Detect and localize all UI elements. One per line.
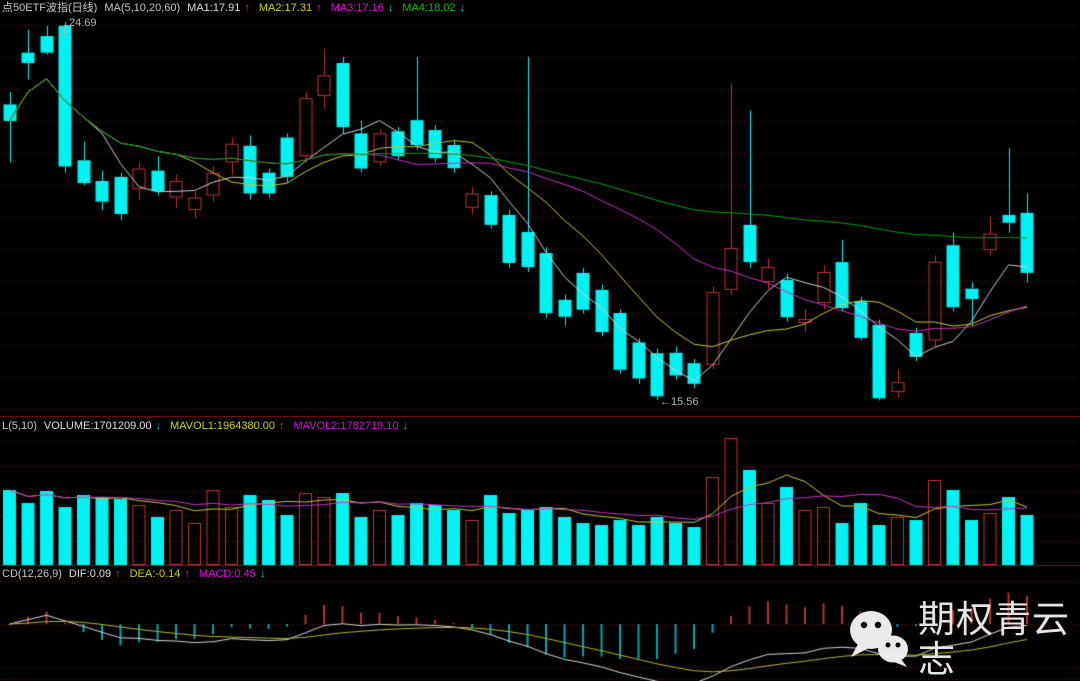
up-arrow-icon: ↑ <box>184 568 190 580</box>
macd-values: DIF:0.09 ↑ DEA:-0.14 ↑ MACD:0.45 ↓ <box>69 568 270 581</box>
ma4-value: MA4:18.02 <box>402 2 456 14</box>
mavol2-value: MAVOL2:1782719.10 <box>293 420 399 432</box>
ma2-value: MA2:17.31 <box>258 2 313 14</box>
low-price-annotation: ←15.56 <box>660 396 699 408</box>
watermark-text: 期权青云志 <box>918 599 1070 680</box>
up-arrow-icon: ↑ <box>244 2 250 14</box>
volume-value: VOLUME:1701209.00 <box>43 420 152 432</box>
down-arrow-icon: ↓ <box>155 420 162 432</box>
down-arrow-icon: ↓ <box>259 568 266 580</box>
mavol1-value: MAVOL1:1964380.00 <box>170 420 275 432</box>
down-arrow-icon: ↓ <box>387 2 394 14</box>
volume-indicator-bar: L(5,10) VOLUME:1701209.00 ↓ MAVOL1:1964380… <box>2 420 413 433</box>
up-arrow-icon: ↑ <box>316 2 322 14</box>
up-arrow-icon: ↑ <box>278 420 285 432</box>
symbol-label: 点50ETF波指(日线) <box>2 2 98 14</box>
ma-params-label: MA(5,10,20,60) <box>104 2 181 14</box>
high-price-annotation: 24.69 <box>69 17 97 29</box>
ma1-value: MA1:17.91 <box>187 2 241 14</box>
volume-params-label: L(5,10) <box>2 420 37 432</box>
down-arrow-icon: ↓ <box>402 420 408 432</box>
volume-values: VOLUME:1701209.00 ↓ MAVOL1:1964380.00 ↑ MAVO… <box>44 420 413 433</box>
main-indicator-bar: 点50ETF波指(日线) MA(5,10,20,60) MA1:17.91 ↑ MA… <box>2 2 470 15</box>
down-arrow-icon: ↓ <box>459 2 465 14</box>
macd-params-label: CD(12,26,9) <box>2 568 62 580</box>
up-arrow-icon: ↑ <box>115 568 121 580</box>
wechat-icon <box>848 609 910 672</box>
ma-values: MA1:17.91 ↑ MA2:17.31 ↑ MA3:17.16 ↓ MA4:18.02 ↓ <box>187 2 470 15</box>
dif-value: DIF:0.09 <box>68 568 112 580</box>
macd-indicator-bar: CD(12,26,9) DIF:0.09 ↑ DEA:-0.14 ↑ MACD:0.45… <box>2 568 270 581</box>
dea-value: DEA:-0.14 <box>129 568 181 580</box>
ma3-value: MA3:17.16 <box>330 2 384 14</box>
watermark: 期权青云志 <box>848 600 1080 680</box>
macd-value: MACD:0.45 <box>198 568 256 580</box>
